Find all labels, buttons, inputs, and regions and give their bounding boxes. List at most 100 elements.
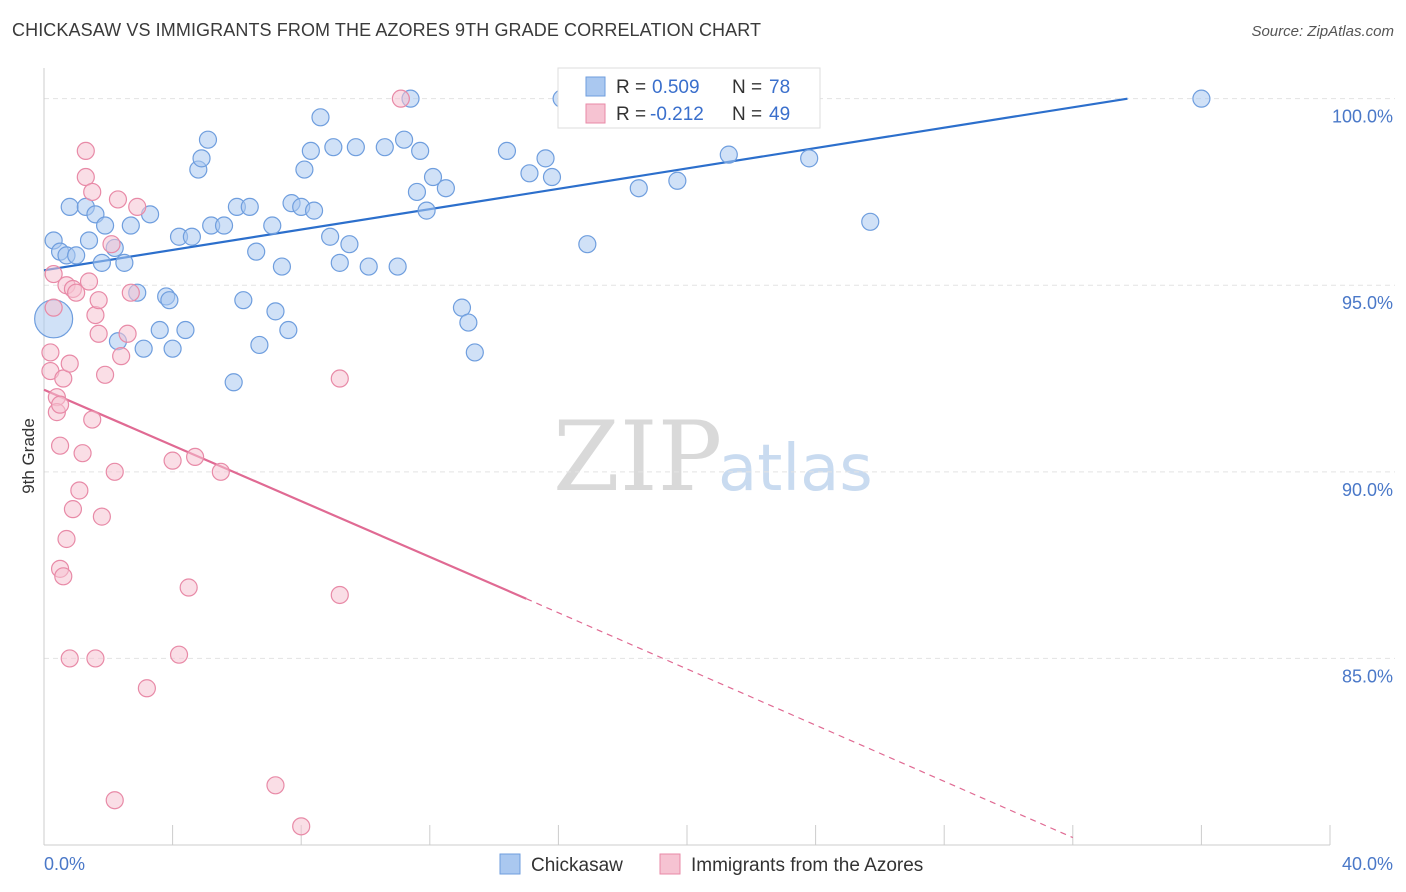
series-legend: Chickasaw Immigrants from the Azores [499, 853, 923, 876]
azores-point-7 [50, 436, 70, 455]
data-points [34, 89, 1211, 836]
azores-point-33 [105, 462, 124, 481]
chickasaw-point-26 [192, 149, 211, 168]
watermark-zip: ZIP [553, 401, 722, 513]
azores-point-17 [67, 283, 86, 302]
chickasaw-point-27 [198, 130, 218, 149]
chickasaw-point-46 [321, 227, 340, 246]
azores-point-23 [83, 182, 102, 202]
chickasaw-point-32 [234, 291, 253, 310]
chickasaw-point-9 [92, 253, 111, 272]
y-axis-title: 9th Grade [19, 418, 38, 494]
bottom-legend-swatch-chickasaw [499, 853, 521, 875]
azores-point-47 [330, 369, 349, 388]
chickasaw-point-60 [436, 179, 455, 198]
azores-trend-line-extension [526, 598, 1074, 839]
stats-legend: R = 0.509 N = 78 R = -0.212 N = 49 [557, 67, 821, 129]
azores-point-18 [70, 481, 89, 500]
chickasaw-point-24 [182, 227, 201, 246]
legend-r-label-1: R = [616, 77, 646, 98]
legend-r-value-1: 0.509 [652, 77, 700, 98]
chickasaw-point-53 [388, 257, 407, 276]
azores-point-13 [60, 649, 79, 668]
azores-point-22 [79, 272, 99, 291]
chickasaw-point-49 [340, 235, 359, 254]
chickasaw-point-20 [160, 291, 179, 310]
chickasaw-point-59 [423, 167, 443, 187]
chickasaw-point-52 [375, 138, 394, 157]
legend-swatch-azores [585, 103, 606, 124]
bottom-legend-swatch-azores [659, 853, 681, 875]
chickasaw-point-71 [629, 179, 648, 198]
chickasaw-point-63 [465, 343, 484, 362]
azores-point-25 [86, 305, 105, 325]
trend-lines [43, 97, 1128, 839]
azores-point-42 [179, 578, 198, 597]
azores-point-27 [89, 324, 108, 343]
azores-point-26 [86, 649, 105, 668]
azores-point-31 [102, 235, 121, 254]
azores-point-28 [89, 291, 108, 310]
chickasaw-point-76 [861, 212, 880, 231]
azores-point-30 [95, 365, 115, 384]
chickasaw-point-74 [719, 145, 738, 164]
chickasaw-point-7 [79, 231, 99, 250]
chickasaw-point-54 [394, 130, 414, 149]
azores-point-48 [330, 585, 349, 605]
chickasaw-point-10 [95, 216, 115, 235]
chickasaw-point-38 [272, 257, 292, 276]
chickasaw-point-18 [150, 320, 169, 340]
legend-n-label-2: N = [732, 104, 762, 125]
azores-point-35 [112, 347, 131, 366]
azores-point-39 [137, 679, 156, 698]
chickasaw-point-21 [163, 339, 182, 358]
azores-point-45 [266, 776, 285, 795]
chickasaw-point-77 [1192, 89, 1211, 108]
y-tick-label-2: 90.0% [1342, 480, 1393, 500]
chickasaw-point-65 [520, 164, 539, 183]
azores-trend-line [43, 388, 527, 600]
chickasaw-point-39 [279, 320, 298, 340]
chickasaw-point-67 [542, 167, 562, 187]
azores-point-19 [73, 444, 92, 463]
azores-point-38 [128, 197, 147, 216]
chickasaw-point-30 [224, 373, 243, 392]
watermark: ZIP atlas [553, 401, 873, 513]
watermark-atlas: atlas [718, 432, 873, 506]
azores-point-40 [163, 451, 182, 470]
source-label: Source: ZipAtlas.com [1251, 23, 1394, 40]
chickasaw-point-56 [407, 182, 427, 202]
azores-point-32 [105, 791, 124, 810]
azores-point-37 [121, 283, 140, 302]
azores-point-10 [54, 567, 73, 586]
chickasaw-point-50 [346, 138, 365, 157]
chickasaw-point-16 [134, 339, 153, 358]
azores-point-49 [391, 89, 410, 108]
chickasaw-point-33 [240, 197, 259, 216]
chickasaw-point-45 [311, 108, 330, 127]
azores-point-0 [41, 343, 60, 362]
azores-point-29 [92, 507, 111, 526]
azores-point-6 [50, 395, 70, 414]
legend-n-value-1: 78 [769, 77, 790, 98]
bottom-legend-label-azores: Immigrants from the Azores [691, 855, 923, 876]
chickasaw-point-69 [578, 235, 597, 254]
chickasaw-point-4 [60, 197, 79, 216]
legend-n-value-2: 49 [769, 104, 790, 125]
chickasaw-point-47 [324, 138, 343, 157]
azores-point-3 [44, 264, 63, 284]
azores-point-43 [186, 447, 205, 467]
chickasaw-point-66 [536, 149, 555, 168]
legend-r-value-2: -0.212 [650, 104, 704, 125]
azores-point-41 [169, 645, 189, 664]
chickasaw-point-12 [115, 253, 134, 272]
azores-point-2 [44, 298, 63, 317]
x-ticks [172, 825, 1331, 845]
y-tick-labels: 100.0% 95.0% 90.0% 85.0% [1332, 107, 1393, 687]
azores-point-14 [60, 354, 79, 373]
chickasaw-point-57 [411, 141, 430, 161]
azores-point-36 [118, 324, 137, 343]
legend-r-label-2: R = [616, 104, 646, 125]
chickasaw-point-5 [67, 246, 86, 265]
